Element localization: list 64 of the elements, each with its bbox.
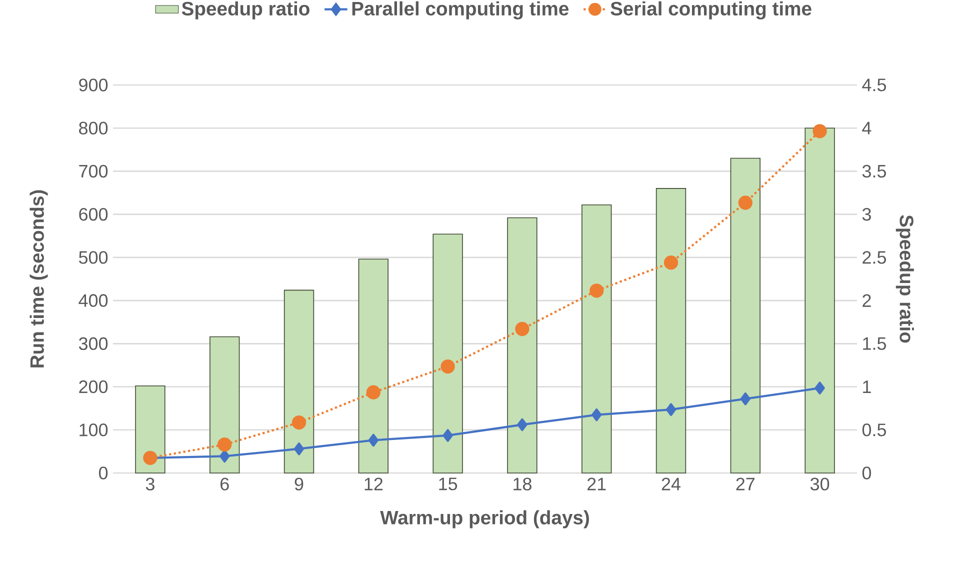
x-tick-label: 24	[662, 478, 680, 490]
point	[814, 382, 825, 394]
y2-tick-label: 4.5	[862, 78, 886, 92]
bar	[656, 188, 686, 474]
bar	[432, 234, 463, 474]
bar	[730, 158, 760, 474]
y2-tick-label: 1.5	[863, 337, 886, 350]
point	[812, 124, 827, 138]
y2-tick-label: 3	[862, 208, 871, 221]
point	[592, 408, 602, 422]
point	[218, 437, 232, 452]
point	[664, 256, 678, 270]
y2-tick-label: 2	[862, 294, 871, 307]
y-tick-label: 600	[79, 208, 108, 221]
y-tick-label: 900	[79, 78, 108, 92]
y-axis-title: Run time (seconds)	[30, 190, 48, 368]
x-tick-label: 6	[220, 478, 229, 490]
bar	[135, 386, 166, 474]
y-tick-label: 200	[79, 380, 108, 394]
x-tick-label: 27	[736, 478, 755, 490]
y-tick-label: 100	[80, 424, 108, 436]
x-tick-label: 3	[146, 478, 154, 490]
x-tick-label: 12	[364, 478, 383, 490]
bar	[804, 128, 835, 474]
y2-tick-label: 0	[862, 466, 872, 480]
y-tick-label: 800	[79, 122, 108, 134]
x-tick-label: 21	[587, 478, 606, 490]
point	[292, 415, 306, 430]
point	[366, 385, 380, 400]
x-tick-label: 18	[514, 478, 532, 490]
point	[220, 450, 230, 463]
legend-label: Speedup ratio	[182, 1, 310, 20]
legend-label: Parallel computing time	[352, 1, 569, 20]
legend-label: Serial computing time	[610, 1, 812, 20]
x-tick-label: 30	[810, 478, 830, 490]
y2-tick-label: 2.5	[862, 251, 886, 264]
point	[517, 418, 528, 432]
point	[738, 196, 752, 210]
y-tick-label: 0	[98, 466, 108, 480]
point	[368, 434, 378, 447]
y2-tick-label: 1	[863, 380, 871, 393]
x-tick-label: 15	[439, 478, 458, 490]
point	[294, 442, 304, 456]
point	[442, 429, 453, 442]
point	[740, 392, 750, 406]
y-tick-label: 400	[78, 294, 108, 307]
y2-axis-title: Speedup ratio	[896, 215, 914, 343]
point	[515, 322, 530, 336]
bar	[582, 204, 612, 474]
y2-tick-label: 0.5	[862, 424, 886, 436]
point	[666, 403, 676, 416]
point	[590, 284, 604, 298]
y-tick-label: 700	[79, 164, 108, 178]
bar	[358, 258, 388, 474]
bar	[284, 290, 314, 474]
y-tick-label: 300	[78, 337, 108, 350]
y-tick-label: 500	[78, 251, 108, 264]
y2-tick-label: 4	[862, 122, 872, 134]
bar	[210, 336, 240, 474]
x-tick-label: 9	[294, 478, 304, 490]
point	[440, 359, 455, 374]
y2-tick-label: 3.5	[862, 164, 886, 178]
bar	[507, 217, 538, 474]
x-axis-title: Warm-up period (days)	[380, 510, 589, 528]
